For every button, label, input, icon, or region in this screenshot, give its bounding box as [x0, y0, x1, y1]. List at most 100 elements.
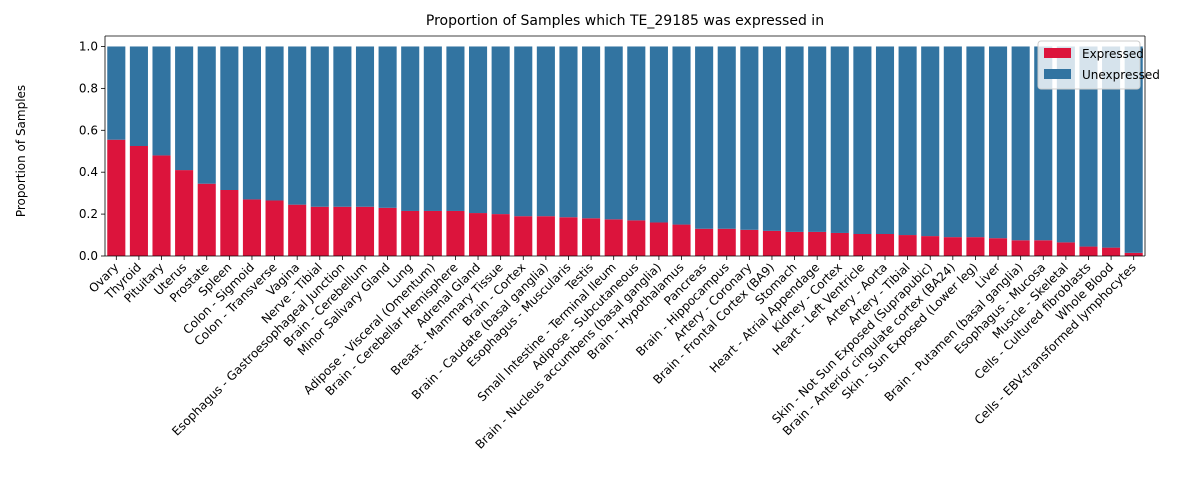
- bar-expressed: [649, 222, 668, 256]
- bar-unexpressed: [288, 46, 307, 205]
- bar-expressed: [446, 210, 465, 256]
- y-axis: 0.0 0.2 0.4 0.6 0.8 1.0: [79, 35, 1146, 263]
- bar-expressed: [1102, 247, 1121, 256]
- y-tick-label: 1.0: [79, 39, 98, 53]
- bar-unexpressed: [740, 46, 759, 230]
- bar-expressed: [695, 228, 714, 256]
- bar-unexpressed: [559, 46, 578, 218]
- bar-expressed: [604, 219, 623, 256]
- bar-expressed: [717, 228, 736, 256]
- legend-label: Expressed: [1082, 47, 1144, 61]
- bar-expressed: [966, 237, 985, 256]
- bar-unexpressed: [1056, 46, 1075, 243]
- bar-unexpressed: [423, 46, 442, 211]
- bar-unexpressed: [943, 46, 962, 238]
- bar-expressed: [265, 200, 284, 256]
- bar-expressed: [785, 231, 804, 256]
- bar-expressed: [197, 183, 216, 256]
- bars-group: [107, 46, 1143, 256]
- x-axis: OvaryThyroidPituitaryUterusProstateSplee…: [86, 255, 1145, 452]
- bar-expressed: [152, 155, 171, 256]
- bar-unexpressed: [175, 46, 194, 171]
- legend: Expressed Unexpressed: [1037, 40, 1160, 90]
- bar-unexpressed: [921, 46, 940, 237]
- bar-expressed: [242, 199, 261, 256]
- bar-unexpressed: [1034, 46, 1053, 241]
- bar-expressed: [536, 216, 555, 256]
- bar-expressed: [989, 238, 1008, 256]
- bar-expressed: [1124, 252, 1143, 256]
- chart-title: Proportion of Samples which TE_29185 was…: [426, 13, 824, 29]
- bar-unexpressed: [333, 46, 352, 207]
- bar-expressed: [491, 214, 510, 256]
- bar-unexpressed: [152, 46, 171, 156]
- bar-unexpressed: [536, 46, 555, 217]
- bar-unexpressed: [265, 46, 284, 201]
- bar-unexpressed: [582, 46, 601, 219]
- bar-expressed: [943, 237, 962, 256]
- bar-unexpressed: [627, 46, 646, 221]
- bar-expressed: [1034, 240, 1053, 256]
- bar-expressed: [310, 206, 329, 256]
- bar-expressed: [875, 234, 895, 256]
- bar-unexpressed: [875, 46, 895, 234]
- bar-expressed: [740, 229, 759, 256]
- bar-unexpressed: [966, 46, 985, 238]
- bar-unexpressed: [107, 46, 126, 140]
- bar-expressed: [175, 170, 194, 256]
- bar-unexpressed: [672, 46, 691, 225]
- bar-unexpressed: [604, 46, 623, 220]
- bar-expressed: [921, 236, 940, 256]
- bar-unexpressed: [197, 46, 216, 184]
- bar-expressed: [559, 217, 578, 256]
- bar-unexpressed: [1079, 46, 1098, 247]
- bar-unexpressed: [1011, 46, 1030, 241]
- bar-unexpressed: [1124, 46, 1143, 253]
- y-tick-label: 0.8: [79, 81, 98, 95]
- bar-expressed: [582, 218, 601, 256]
- bar-expressed: [129, 146, 148, 256]
- bar-expressed: [853, 234, 872, 256]
- bar-unexpressed: [1102, 46, 1121, 248]
- bar-expressed: [627, 220, 646, 256]
- bar-unexpressed: [355, 46, 375, 207]
- bar-unexpressed: [989, 46, 1008, 239]
- bar-unexpressed: [401, 46, 420, 211]
- y-tick-label: 0.0: [79, 249, 98, 263]
- bar-unexpressed: [469, 46, 488, 214]
- bar-unexpressed: [830, 46, 849, 233]
- bar-unexpressed: [808, 46, 827, 232]
- bar-expressed: [288, 204, 307, 256]
- bar-expressed: [808, 231, 827, 256]
- bar-unexpressed: [378, 46, 397, 208]
- bar-expressed: [1079, 246, 1098, 256]
- bar-expressed: [1011, 240, 1030, 256]
- bar-expressed: [672, 224, 691, 256]
- bar-expressed: [762, 230, 781, 256]
- bar-unexpressed: [514, 46, 533, 217]
- bar-expressed: [469, 213, 488, 256]
- bar-unexpressed: [898, 46, 917, 236]
- bar-expressed: [107, 139, 126, 256]
- y-tick-label: 0.2: [79, 207, 98, 221]
- bar-unexpressed: [762, 46, 781, 231]
- bar-unexpressed: [695, 46, 714, 229]
- bar-unexpressed: [785, 46, 804, 232]
- bar-expressed: [378, 207, 397, 256]
- bar-unexpressed: [853, 46, 872, 234]
- bar-unexpressed: [129, 46, 148, 146]
- bar-expressed: [401, 210, 420, 256]
- bar-expressed: [514, 216, 533, 256]
- bar-unexpressed: [491, 46, 510, 215]
- bar-expressed: [423, 210, 442, 256]
- bar-expressed: [830, 232, 849, 256]
- bar-expressed: [220, 190, 239, 256]
- y-tick-label: 0.4: [79, 165, 98, 179]
- y-tick-label: 0.6: [79, 123, 98, 137]
- legend-swatch: [1044, 48, 1071, 58]
- bar-unexpressed: [446, 46, 465, 211]
- bar-unexpressed: [649, 46, 668, 223]
- bar-unexpressed: [242, 46, 261, 200]
- bar-expressed: [1056, 242, 1075, 256]
- y-axis-label: Proportion of Samples: [14, 85, 28, 217]
